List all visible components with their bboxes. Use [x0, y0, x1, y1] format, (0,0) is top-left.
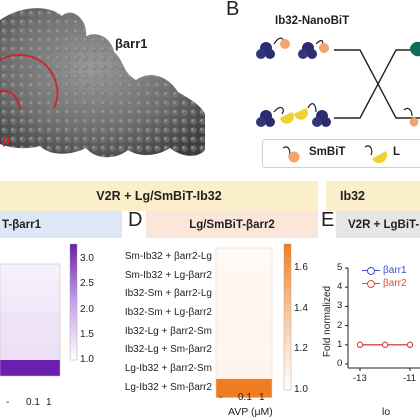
- colorbar-d-tick: 1.0: [294, 384, 308, 395]
- heatmap-c-cell: [0, 280, 60, 296]
- section-band-left: V2R + Lg/SmBiT-Ib32: [0, 181, 318, 211]
- heatmap-d-cell: [216, 248, 272, 267]
- smbit-icon: [282, 146, 300, 163]
- heatmap-d-cell-high: [216, 378, 272, 398]
- heatmap-d-cell: [216, 304, 272, 323]
- chart-e-y-tick: 0: [337, 358, 343, 369]
- chart-e-y-tick: 5: [337, 262, 343, 273]
- heatmap-c: [0, 243, 78, 377]
- heatmap-d-row-label: Ib32-Lg + βarr2-Sm: [124, 325, 212, 337]
- loop-label: p: [2, 132, 10, 147]
- heatmap-c-cell: [0, 296, 60, 312]
- chart-e-legend-marker: [362, 266, 380, 276]
- heatmap-c-x-tick: 0.1: [26, 397, 40, 408]
- chart-e-y-title: Fold normalized: [322, 285, 334, 358]
- chart-e-legend-marker: [362, 279, 380, 289]
- section-band-right-label: Ib32: [340, 189, 366, 203]
- heatmap-d-row-label: Ib32-Sm + βarr2-Lg: [124, 288, 212, 300]
- heatmap-d-row-label: Ib32-Sm + Lg-βarr2: [124, 306, 212, 318]
- heatmap-c-x-tick: -: [6, 397, 10, 408]
- chart-e-point: [406, 341, 414, 348]
- chart-e: [345, 267, 420, 371]
- subband-e-label: V2R + LgBiT-: [348, 218, 420, 231]
- heatmap-d-cell: [216, 266, 272, 286]
- subband-d: Lg/SmBiT-βarr2: [146, 211, 318, 238]
- chart-e-y-tick: 4: [337, 281, 343, 293]
- heatmap-d-x-title: AVP (μM): [228, 406, 273, 418]
- chart-e-x-tick: -11: [403, 373, 417, 384]
- colorbar-c-tick: 1.5: [80, 328, 94, 340]
- colorbar-c: [69, 243, 78, 361]
- protein-surface-image: [0, 8, 205, 158]
- subband-c-label: T-βarr1: [2, 218, 41, 231]
- colorbar-c-tick: 2.0: [80, 303, 94, 315]
- legend-smbit-label: SmBiT: [309, 146, 346, 158]
- legend-lgbit-label: L: [393, 146, 401, 158]
- chart-e-legend-item: βarr1: [362, 264, 407, 277]
- panel-b-title: Ib32-NanoBiT: [275, 15, 350, 27]
- panel-letter-d: D: [128, 209, 143, 231]
- heatmap-d: [215, 243, 292, 398]
- heatmap-c-x-tick: 1: [46, 397, 52, 408]
- panel-letter-b: B: [226, 0, 240, 20]
- construct-dark-orange-top: [256, 37, 290, 59]
- heatmap-d-x-tick: -: [219, 392, 223, 403]
- lgbit-icon: [364, 145, 388, 164]
- colorbar-c-tick: 3.0: [80, 253, 94, 265]
- chart-e-y-tick: 2: [337, 319, 343, 331]
- subband-c: T-βarr1: [0, 211, 122, 238]
- colorbar-d-tick: 1.4: [294, 302, 308, 314]
- heatmap-c-cell: [0, 264, 60, 280]
- heatmap-d-x-tick: 0.1: [238, 392, 252, 403]
- chart-e-legend-item: βarr2: [362, 277, 407, 290]
- chart-e-legend-label: βarr1: [383, 265, 407, 276]
- heatmap-d-cell: [216, 322, 272, 342]
- panel-letter-e: E: [321, 209, 335, 231]
- heatmap-d-cell: [216, 341, 272, 361]
- section-band-left-label: V2R + Lg/SmBiT-Ib32: [96, 189, 222, 203]
- heatmap-c-cell: [0, 328, 60, 344]
- heatmap-d-row-label: Lg-Ib32 + βarr2-Sm: [124, 363, 212, 375]
- chart-e-legend: βarr1 βarr2: [362, 264, 407, 290]
- protein-label: βarr1: [115, 36, 148, 51]
- chart-e-x-title: lo: [382, 406, 391, 418]
- section-band-right: Ib32: [326, 181, 420, 211]
- heatmap-c-cell: [0, 312, 60, 328]
- construct-dark-yellow-bottom: [256, 106, 294, 127]
- chart-e-legend-label: βarr2: [383, 278, 407, 289]
- chart-e-x-tick: -13: [353, 373, 367, 384]
- construct-dark-orange-top2: [298, 39, 329, 59]
- colorbar-d-tick: 1.6: [294, 262, 308, 274]
- heatmap-d-row-label: Lg-Ib32 + Sm-βarr2: [124, 381, 212, 393]
- heatmap-d-x-tick: 1: [259, 392, 265, 403]
- heatmap-d-row-label: Sm-Ib32 + βarr2-Lg: [124, 250, 212, 262]
- chart-e-point: [356, 341, 364, 348]
- colorbar-c-tick: 1.0: [80, 354, 94, 365]
- heatmap-c-cell-high: [0, 360, 60, 376]
- heatmap-d-row-label: Sm-Ib32 + Lg-βarr2: [124, 269, 212, 281]
- colorbar-c-tick: 2.5: [80, 278, 94, 290]
- construct-yellow-dark-bottom2: [294, 103, 331, 127]
- nanobit-schematic: [256, 37, 420, 127]
- heatmap-c-cell: [0, 344, 60, 360]
- heatmap-d-row-label: Ib32-Lg + Sm-βarr2: [124, 344, 212, 356]
- schematic-legend: SmBiT L: [262, 139, 420, 168]
- chart-e-point: [381, 341, 389, 348]
- heatmap-d-cell: [216, 285, 272, 305]
- chart-e-y-tick: 1: [337, 338, 343, 350]
- subband-d-label: Lg/SmBiT-βarr2: [189, 218, 275, 231]
- chart-e-y-tick: 3: [337, 300, 343, 312]
- heatmap-c-frame: [0, 263, 61, 377]
- colorbar-d-tick: 1.2: [294, 343, 308, 355]
- subband-e: V2R + LgBiT-: [336, 211, 420, 238]
- heatmap-d-frame: [215, 247, 273, 398]
- colorbar-d: [283, 243, 292, 391]
- heatmap-d-cell: [216, 360, 272, 379]
